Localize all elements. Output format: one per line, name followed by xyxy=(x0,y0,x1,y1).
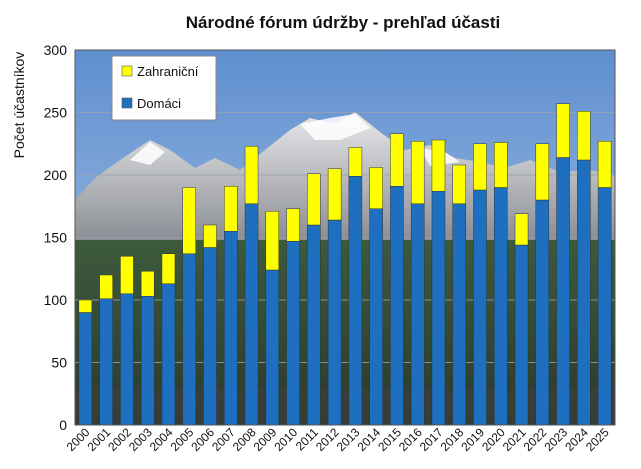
bar-zahranicni-2017 xyxy=(431,139,446,192)
bar-domaci-2009 xyxy=(265,269,280,426)
legend: Zahraniční Domáci xyxy=(111,55,217,121)
y-tick-label-150: 150 xyxy=(44,230,68,246)
bar-domaci-2001 xyxy=(99,298,113,426)
bar-zahranicni-2015 xyxy=(390,133,404,187)
legend-swatch-zahranicni xyxy=(121,65,133,77)
bar-domaci-2019 xyxy=(473,189,487,426)
legend-label-domaci: Domáci xyxy=(137,96,181,111)
bar-zahranicni-2022 xyxy=(535,143,550,201)
bar-zahranicni-2006 xyxy=(203,224,217,248)
y-axis-label: Počet účastníkov xyxy=(11,52,27,159)
plot-area-border xyxy=(74,49,616,426)
bar-zahranicni-2013 xyxy=(348,147,363,177)
bar-zahranicni-2000 xyxy=(78,299,93,313)
x-tick-label-2025: 2025 xyxy=(583,425,612,454)
bar-zahranicni-2001 xyxy=(99,274,113,299)
y-tick-label-50: 50 xyxy=(51,355,67,371)
bar-zahranicni-2004 xyxy=(161,253,176,284)
bar-domaci-2025 xyxy=(597,187,612,426)
y-axis-ticks: 0 50 100 150 200 250 300 xyxy=(44,42,68,433)
y-tick-label-200: 200 xyxy=(44,167,68,183)
bar-zahranicni-2023 xyxy=(556,103,570,158)
bar-zahranicni-2016 xyxy=(410,141,425,204)
bar-zahranicni-2012 xyxy=(327,168,342,221)
bar-domaci-2005 xyxy=(182,253,196,426)
bar-zahranicni-2008 xyxy=(244,146,259,204)
bar-domaci-2008 xyxy=(244,203,259,426)
bar-zahranicni-2019 xyxy=(473,143,487,191)
legend-swatch-domaci xyxy=(121,97,133,109)
bar-domaci-2012 xyxy=(327,219,342,426)
bar-domaci-2004 xyxy=(161,283,176,426)
y-tick-label-0: 0 xyxy=(59,417,67,433)
bar-zahranicni-2005 xyxy=(182,187,196,254)
y-tick-label-100: 100 xyxy=(44,292,68,308)
bar-zahranicni-2014 xyxy=(369,167,383,209)
bar-domaci-2021 xyxy=(514,244,529,426)
y-tick-label-300: 300 xyxy=(44,42,68,58)
bar-zahranicni-2003 xyxy=(140,271,155,297)
bar-domaci-2000 xyxy=(78,312,93,426)
bar-domaci-2003 xyxy=(140,296,155,426)
bar-domaci-2010 xyxy=(286,241,300,426)
bar-domaci-2011 xyxy=(307,224,321,426)
bar-domaci-2020 xyxy=(494,187,508,426)
bar-zahranicni-2018 xyxy=(452,164,466,204)
bar-domaci-2006 xyxy=(203,247,217,426)
bar-domaci-2017 xyxy=(431,191,446,426)
bar-zahranicni-2007 xyxy=(224,186,238,232)
bar-domaci-2024 xyxy=(577,159,591,426)
bar-domaci-2013 xyxy=(348,176,363,426)
bar-domaci-2018 xyxy=(452,203,466,426)
bar-zahranicni-2010 xyxy=(286,208,300,242)
bar-domaci-2023 xyxy=(556,157,570,426)
bar-domaci-2007 xyxy=(224,231,238,426)
bar-zahranicni-2025 xyxy=(597,141,612,188)
chart-title: Národné fórum údržby - prehľad účasti xyxy=(186,13,500,32)
bar-zahranicni-2024 xyxy=(577,111,591,161)
bars-group xyxy=(78,103,612,426)
bar-zahranicni-2021 xyxy=(514,213,529,246)
bar-zahranicni-2011 xyxy=(307,173,321,226)
bar-domaci-2015 xyxy=(390,186,404,426)
bar-zahranicni-2009 xyxy=(265,211,280,271)
bar-domaci-2022 xyxy=(535,199,550,426)
y-tick-label-250: 250 xyxy=(44,105,68,121)
bar-zahranicni-2020 xyxy=(494,142,508,188)
bar-domaci-2014 xyxy=(369,208,383,426)
bar-domaci-2002 xyxy=(120,293,134,426)
bar-zahranicni-2002 xyxy=(120,256,134,294)
x-axis-ticks: 2000200120022003200420052006200720082009… xyxy=(64,425,612,454)
legend-label-zahranicni: Zahraniční xyxy=(137,64,199,79)
bar-domaci-2016 xyxy=(410,203,425,426)
